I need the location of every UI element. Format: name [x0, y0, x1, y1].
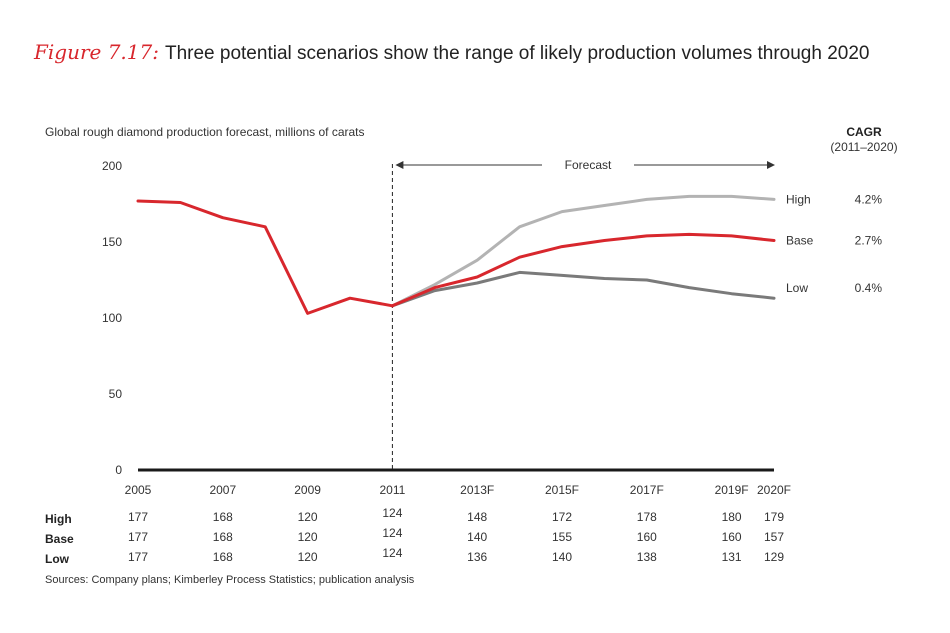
forecast-arrow-right-head [767, 161, 775, 169]
table-cell: 120 [298, 530, 318, 544]
series-line-high [390, 194, 776, 308]
y-tick-label: 0 [115, 463, 122, 477]
x-tick-label: 2019F [715, 483, 749, 497]
table-cell: 178 [637, 510, 657, 524]
y-tick-label: 150 [102, 235, 122, 249]
series-label-base: Base [786, 233, 814, 247]
table-cell: 160 [637, 530, 657, 544]
table-cell: 168 [213, 550, 233, 564]
table-cell: 124 [382, 526, 402, 540]
x-tick-label: 2015F [545, 483, 579, 497]
table-cell: 148 [467, 510, 487, 524]
x-tick-label: 2011 [379, 483, 405, 497]
figure-title: Figure 7.17: Three potential scenarios sh… [34, 40, 869, 65]
table-cell: 160 [722, 530, 742, 544]
table-cell: 172 [552, 510, 572, 524]
table-cell: 177 [128, 550, 148, 564]
sources-note: Sources: Company plans; Kimberley Proces… [45, 574, 415, 586]
chart-subtitle: Global rough diamond production forecast… [45, 125, 365, 139]
table-cell: 140 [552, 550, 572, 564]
table-cell: 136 [467, 550, 487, 564]
table-cell: 155 [552, 530, 572, 544]
history-line [136, 199, 394, 315]
table-cell: 177 [128, 530, 148, 544]
table-cell: 177 [128, 510, 148, 524]
forecast-arrow-left-head [395, 161, 404, 169]
table-cell: 157 [764, 530, 784, 544]
x-tick-label: 2020F [757, 483, 791, 497]
cagr-value-low: 0.4% [855, 281, 883, 295]
y-tick-label: 50 [109, 387, 123, 401]
cagr-header: CAGR [846, 125, 882, 139]
series-label-high: High [786, 192, 811, 206]
x-tick-label: 2005 [125, 483, 152, 497]
table-cell: 124 [382, 506, 402, 520]
table-cell: 124 [382, 546, 402, 560]
x-tick-label: 2017F [630, 483, 664, 497]
forecast-label: Forecast [565, 158, 612, 172]
series-line-base [390, 232, 776, 308]
table-cell: 131 [722, 550, 742, 564]
x-tick-label: 2013F [460, 483, 494, 497]
table-cell: 179 [764, 510, 784, 524]
table-row-label: High [45, 512, 72, 526]
figure-label: Figure 7.17: [34, 40, 159, 64]
table-cell: 168 [213, 510, 233, 524]
x-tick-label: 2009 [294, 483, 321, 497]
table-cell: 120 [298, 550, 318, 564]
y-tick-label: 200 [102, 159, 122, 173]
table-cell: 129 [764, 550, 784, 564]
table-cell: 180 [722, 510, 742, 524]
table-cell: 120 [298, 510, 318, 524]
series-line-low [390, 270, 776, 308]
y-tick-label: 100 [102, 311, 122, 325]
series-label-low: Low [786, 281, 808, 295]
table-cell: 168 [213, 530, 233, 544]
table-row-label: Base [45, 532, 74, 546]
cagr-value-high: 4.2% [855, 192, 883, 206]
table-cell: 140 [467, 530, 487, 544]
table-cell: 138 [637, 550, 657, 564]
x-tick-label: 2007 [209, 483, 236, 497]
cagr-value-base: 2.7% [855, 233, 883, 247]
figure-title-text: Three potential scenarios show the range… [164, 43, 870, 64]
table-row-label: Low [45, 552, 70, 566]
cagr-period: (2011–2020) [830, 140, 897, 154]
